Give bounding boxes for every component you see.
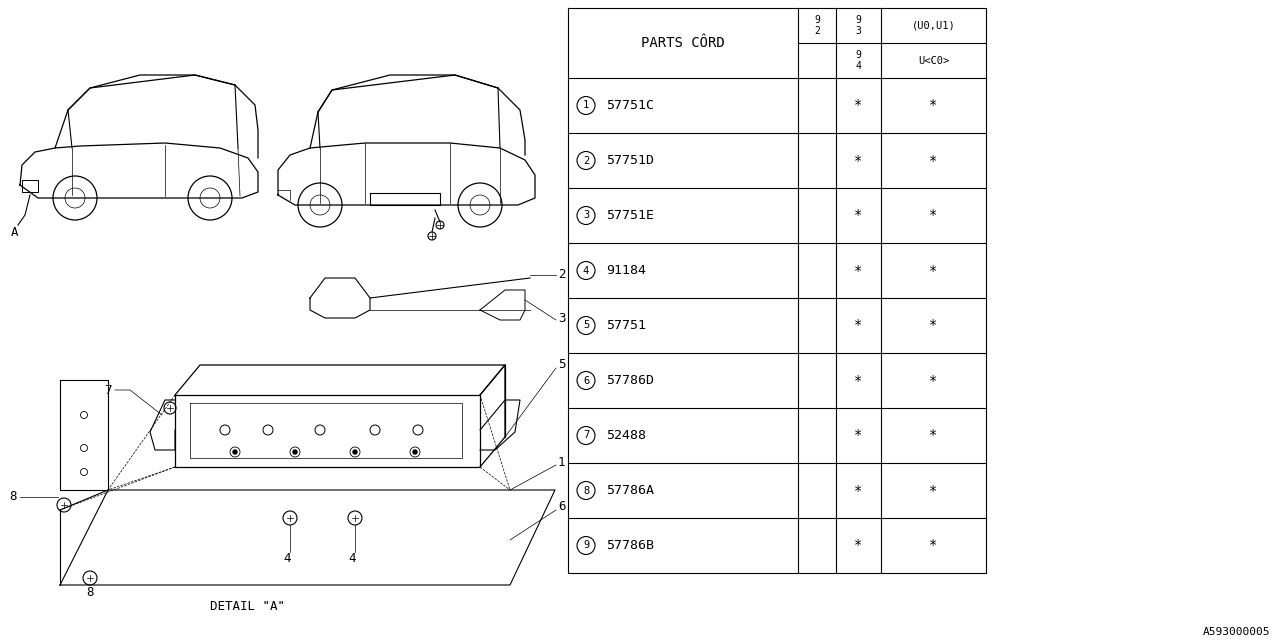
Text: 9
2: 9 2 <box>814 15 820 36</box>
Circle shape <box>458 183 502 227</box>
Text: 4: 4 <box>348 552 356 564</box>
Text: 57786B: 57786B <box>605 539 654 552</box>
Text: 9: 9 <box>582 541 589 550</box>
Text: A: A <box>12 227 19 239</box>
Text: 5: 5 <box>558 358 566 371</box>
Text: 6: 6 <box>582 376 589 385</box>
Text: *: * <box>854 209 863 223</box>
Text: 6: 6 <box>558 500 566 513</box>
Text: 7: 7 <box>105 383 113 397</box>
Text: U<C0>: U<C0> <box>918 56 950 65</box>
Text: 2: 2 <box>582 156 589 166</box>
Text: 8: 8 <box>9 490 17 504</box>
Circle shape <box>293 450 297 454</box>
Text: *: * <box>929 99 938 113</box>
Text: 57751D: 57751D <box>605 154 654 167</box>
Circle shape <box>233 450 237 454</box>
Text: *: * <box>929 429 938 442</box>
Circle shape <box>436 221 444 229</box>
Text: 9
4: 9 4 <box>855 50 861 71</box>
Circle shape <box>298 183 342 227</box>
Text: 57751E: 57751E <box>605 209 654 222</box>
Circle shape <box>413 450 417 454</box>
Circle shape <box>428 232 436 240</box>
Text: 57751: 57751 <box>605 319 646 332</box>
Text: DETAIL "A": DETAIL "A" <box>210 600 285 614</box>
Text: *: * <box>929 319 938 333</box>
Circle shape <box>83 571 97 585</box>
Text: *: * <box>854 429 863 442</box>
Text: 8: 8 <box>86 586 93 598</box>
Text: 57751C: 57751C <box>605 99 654 112</box>
Text: 52488: 52488 <box>605 429 646 442</box>
Text: 5: 5 <box>582 321 589 330</box>
Text: *: * <box>854 264 863 278</box>
Text: 8: 8 <box>582 486 589 495</box>
Circle shape <box>164 402 177 414</box>
Circle shape <box>348 511 362 525</box>
Text: 4: 4 <box>582 266 589 275</box>
Text: 91184: 91184 <box>605 264 646 277</box>
Text: 3: 3 <box>582 211 589 221</box>
Text: A593000005: A593000005 <box>1202 627 1270 637</box>
Text: 9
3: 9 3 <box>855 15 861 36</box>
Text: 1: 1 <box>582 100 589 111</box>
Text: *: * <box>929 264 938 278</box>
Text: *: * <box>929 374 938 387</box>
Text: PARTS CÔRD: PARTS CÔRD <box>641 36 724 50</box>
Text: 7: 7 <box>582 431 589 440</box>
Text: *: * <box>929 538 938 552</box>
Circle shape <box>52 176 97 220</box>
Text: *: * <box>929 483 938 497</box>
Text: 57786A: 57786A <box>605 484 654 497</box>
Circle shape <box>188 176 232 220</box>
Text: *: * <box>929 209 938 223</box>
Text: *: * <box>854 374 863 387</box>
Text: 2: 2 <box>558 269 566 282</box>
Text: 3: 3 <box>558 312 566 324</box>
Circle shape <box>353 450 357 454</box>
Text: 57786D: 57786D <box>605 374 654 387</box>
Text: 1: 1 <box>558 456 566 468</box>
Text: *: * <box>854 538 863 552</box>
Text: *: * <box>929 154 938 168</box>
Circle shape <box>283 511 297 525</box>
Text: *: * <box>854 99 863 113</box>
Text: *: * <box>854 319 863 333</box>
Text: *: * <box>854 483 863 497</box>
Text: *: * <box>854 154 863 168</box>
Circle shape <box>58 498 70 512</box>
Text: 4: 4 <box>283 552 291 564</box>
Text: (U0,U1): (U0,U1) <box>911 20 955 31</box>
